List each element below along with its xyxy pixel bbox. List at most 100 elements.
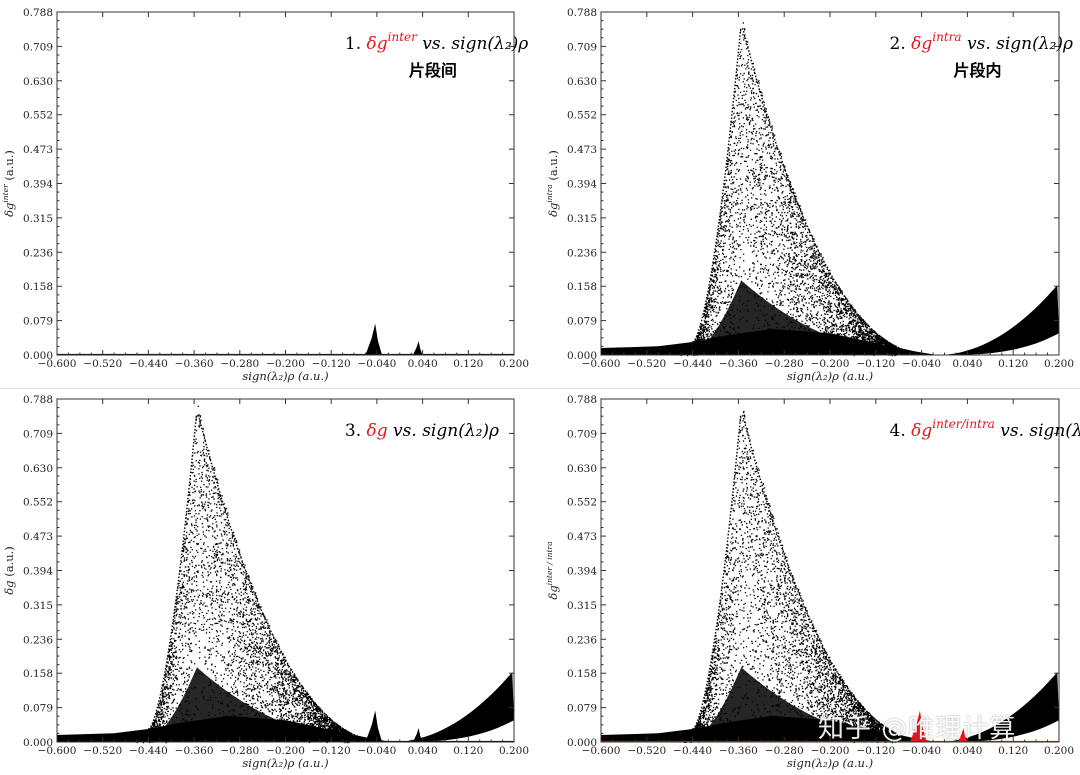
y-tick-label: 0.315 bbox=[567, 213, 597, 225]
x-tick-label: 0.200 bbox=[1044, 745, 1074, 757]
inter-spike-1 bbox=[365, 710, 383, 742]
x-tick-label: 0.120 bbox=[453, 745, 483, 757]
y-tick-label: 0.788 bbox=[567, 394, 597, 406]
y-tick-label: 0.236 bbox=[567, 634, 597, 646]
inter-spike-1 bbox=[365, 323, 383, 355]
chart-panel-3: −0.600 −0.520 −0.440 −0.360 −0.280 −0.200 −0.1… bbox=[2, 394, 529, 770]
intra-scatter-points bbox=[675, 22, 898, 357]
y-tick-label: 0.158 bbox=[567, 281, 597, 293]
x-tick-label: −0.600 bbox=[582, 358, 621, 370]
y-tick-label: 0.709 bbox=[23, 428, 53, 440]
right-parabola-area bbox=[937, 285, 1059, 355]
x-tick-label: −0.600 bbox=[38, 745, 77, 757]
x-tick-label: 0.040 bbox=[952, 745, 982, 757]
x-tick-label: −0.280 bbox=[765, 745, 804, 757]
y-tick-label: 0.473 bbox=[23, 531, 53, 543]
x-tick-label: −0.200 bbox=[811, 358, 850, 370]
x-tick-label: −0.440 bbox=[673, 745, 712, 757]
y-tick-label: 0.630 bbox=[23, 76, 53, 88]
y-axis-label: δginter / intra bbox=[545, 541, 560, 599]
x-tick-label: −0.280 bbox=[220, 745, 259, 757]
panel-title: 4. δginter/intra vs. sign(λ₂)ρ bbox=[890, 417, 1080, 441]
x-tick-label: −0.520 bbox=[83, 358, 122, 370]
x-tick-label: −0.440 bbox=[129, 745, 168, 757]
y-tick-label: 0.788 bbox=[23, 394, 53, 406]
y-axis-label: δginter (a.u.) bbox=[1, 150, 16, 217]
x-tick-label: −0.440 bbox=[129, 358, 168, 370]
inter-spike-2 bbox=[412, 341, 423, 355]
base-wedge-area bbox=[601, 328, 938, 355]
intra-cloud-envelope bbox=[147, 414, 387, 743]
y-tick-label: 0.552 bbox=[23, 497, 53, 509]
intra-cloud-envelope bbox=[692, 27, 931, 356]
x-tick-label: −0.360 bbox=[175, 358, 214, 370]
x-tick-label: −0.600 bbox=[38, 358, 77, 370]
y-tick-label: 0.236 bbox=[23, 247, 53, 259]
y-tick-label: 0.630 bbox=[567, 76, 597, 88]
y-tick-label: 0.473 bbox=[567, 531, 597, 543]
intra-scatter-points bbox=[131, 405, 353, 744]
y-tick-label: 0.079 bbox=[23, 703, 53, 715]
x-axis-label: sign(λ₂)ρ (a.u.) bbox=[242, 369, 328, 383]
y-axis-label: δgintra (a.u.) bbox=[545, 150, 560, 217]
y-tick-label: 0.236 bbox=[567, 247, 597, 259]
y-tick-label: 0.000 bbox=[567, 737, 597, 749]
intra-cloud-envelope bbox=[692, 414, 931, 743]
y-tick-label: 0.158 bbox=[567, 668, 597, 680]
panel-subtitle: 片段内 bbox=[954, 61, 1002, 80]
x-tick-label: −0.280 bbox=[765, 358, 804, 370]
chart-panel-1: −0.600 −0.520 −0.440 −0.360 −0.280 −0.200 −0.1… bbox=[1, 7, 529, 383]
x-tick-label: −0.200 bbox=[266, 358, 305, 370]
y-tick-label: 0.709 bbox=[567, 428, 597, 440]
x-tick-label: −0.040 bbox=[902, 358, 941, 370]
separator-line bbox=[0, 388, 1080, 389]
panel-title: 3. δg vs. sign(λ₂)ρ bbox=[345, 421, 499, 441]
y-tick-label: 0.394 bbox=[567, 179, 597, 191]
y-tick-label: 0.079 bbox=[23, 316, 53, 328]
y-tick-label: 0.394 bbox=[567, 566, 597, 578]
x-axis-label: sign(λ₂)ρ (a.u.) bbox=[787, 756, 873, 770]
y-tick-label: 0.315 bbox=[23, 213, 53, 225]
right-parabola-area bbox=[937, 672, 1059, 742]
panel-title: 2. δgintra vs. sign(λ₂)ρ bbox=[890, 30, 1073, 54]
intra-scatter-cloud bbox=[675, 22, 934, 357]
x-tick-label: 0.120 bbox=[998, 745, 1028, 757]
x-tick-label: −0.200 bbox=[811, 745, 850, 757]
x-tick-label: −0.120 bbox=[312, 745, 351, 757]
x-tick-label: −0.040 bbox=[902, 745, 941, 757]
x-tick-label: −0.200 bbox=[266, 745, 305, 757]
x-tick-label: 0.200 bbox=[1044, 358, 1074, 370]
inter-spike-2 bbox=[412, 728, 423, 742]
x-tick-label: −0.120 bbox=[856, 745, 895, 757]
y-tick-label: 0.473 bbox=[23, 144, 53, 156]
x-tick-label: −0.040 bbox=[357, 358, 396, 370]
x-axis-label: sign(λ₂)ρ (a.u.) bbox=[242, 756, 328, 770]
x-axis-label: sign(λ₂)ρ (a.u.) bbox=[787, 369, 873, 383]
intra-scatter-cloud bbox=[131, 405, 389, 744]
x-tick-label: −0.360 bbox=[719, 358, 758, 370]
x-tick-label: −0.120 bbox=[856, 358, 895, 370]
y-tick-label: 0.788 bbox=[567, 7, 597, 19]
y-tick-label: 0.000 bbox=[23, 737, 53, 749]
y-tick-label: 0.079 bbox=[567, 316, 597, 328]
x-tick-label: −0.280 bbox=[220, 358, 259, 370]
y-tick-label: 0.709 bbox=[23, 41, 53, 53]
x-tick-label: 0.040 bbox=[408, 745, 438, 757]
x-tick-label: 0.120 bbox=[453, 358, 483, 370]
y-tick-label: 0.709 bbox=[567, 41, 597, 53]
y-tick-label: 0.473 bbox=[567, 144, 597, 156]
x-tick-label: −0.360 bbox=[175, 745, 214, 757]
x-tick-label: 0.200 bbox=[499, 745, 529, 757]
x-tick-label: −0.520 bbox=[627, 358, 666, 370]
y-tick-label: 0.394 bbox=[23, 566, 53, 578]
intra-scatter-points bbox=[675, 410, 898, 744]
y-tick-label: 0.394 bbox=[23, 179, 53, 191]
y-tick-label: 0.788 bbox=[23, 7, 53, 19]
x-tick-label: −0.600 bbox=[582, 745, 621, 757]
watermark: 知乎 @唯理计算 bbox=[818, 714, 1017, 744]
y-tick-label: 0.552 bbox=[567, 497, 597, 509]
x-tick-label: 0.040 bbox=[952, 358, 982, 370]
x-tick-label: −0.360 bbox=[719, 745, 758, 757]
chart-panel-2: −0.600 −0.520 −0.440 −0.360 −0.280 −0.200 −0.1… bbox=[545, 7, 1074, 383]
y-tick-label: 0.158 bbox=[23, 281, 53, 293]
